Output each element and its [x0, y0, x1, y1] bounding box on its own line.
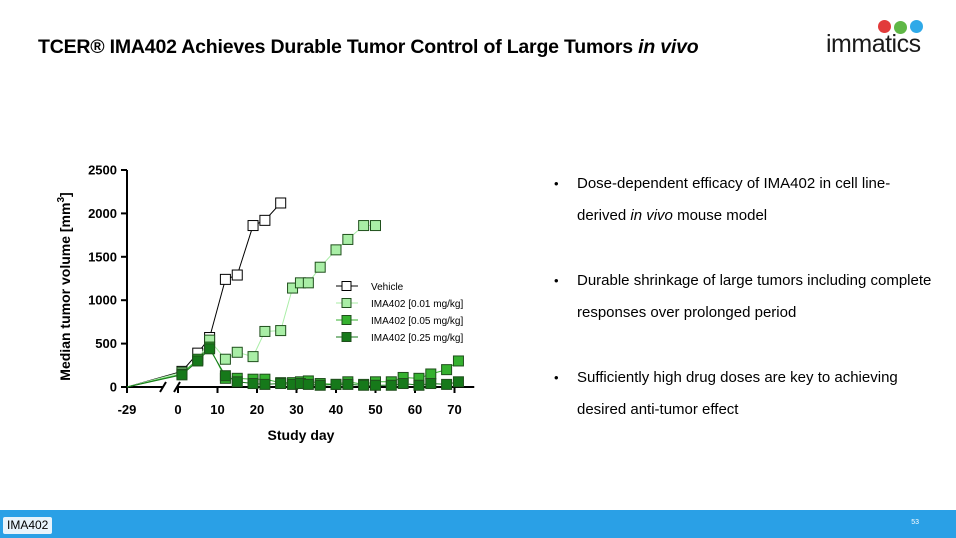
immatics-logo: immatics — [826, 16, 930, 60]
series-3-point-7 — [259, 378, 271, 390]
series-1-point-14 — [342, 233, 354, 245]
y-tick-label-1500: 1500 — [88, 249, 117, 264]
x-tick-label-20: 20 — [250, 402, 264, 417]
series-1-point-8 — [275, 325, 287, 337]
series-3-point-8 — [275, 378, 287, 390]
x-tick-label-40: 40 — [329, 402, 343, 417]
legend-label-2: IMA402 [0.05 mg/kg] — [371, 316, 463, 327]
footer-tag: IMA402 — [3, 517, 53, 534]
x-tick-label--29: -29 — [118, 402, 137, 417]
legend-label-0: Vehicle — [371, 282, 404, 293]
logo-red-dot-icon — [878, 20, 891, 33]
series-0-point-4 — [219, 273, 231, 285]
series-3-point-1 — [176, 369, 188, 381]
legend-label-1: IMA402 [0.01 mg/kg] — [371, 299, 463, 310]
series-3-point-6 — [247, 378, 259, 390]
x-tick-label-10: 10 — [210, 402, 224, 417]
series-0-point-6 — [247, 220, 259, 232]
series-3-point-18 — [397, 378, 409, 390]
series-3-point-20 — [425, 378, 437, 390]
series-3-point-3 — [204, 343, 216, 355]
y-axis-label-close: ] — [57, 192, 73, 197]
series-1-point-15 — [358, 220, 370, 232]
page-number: 53 — [911, 519, 919, 526]
series-3-point-11 — [302, 378, 314, 390]
x-tick-label-70: 70 — [447, 402, 461, 417]
x-tick-label-50: 50 — [368, 402, 382, 417]
series-3-point-5 — [231, 376, 243, 388]
series-1-point-16 — [370, 220, 381, 232]
y-tick-label-0: 0 — [110, 380, 117, 395]
x-tick-label-0: 0 — [174, 402, 181, 417]
series-1-point-6 — [247, 351, 259, 363]
series-1-point-11 — [302, 277, 314, 289]
series-3-point-12 — [314, 379, 326, 391]
y-tick-label-2000: 2000 — [88, 206, 117, 221]
series-1-point-5 — [231, 346, 243, 358]
series-3-point-16 — [370, 379, 381, 391]
slide-title: TCER® IMA402 Achieves Durable Tumor Cont… — [38, 36, 699, 58]
x-axis-label: Study day — [268, 427, 335, 443]
legend-swatch-0 — [341, 281, 352, 291]
legend-label-3: IMA402 [0.25 mg/kg] — [371, 333, 463, 344]
logo-wordmark: immatics — [826, 30, 921, 58]
series-0-point-7 — [259, 214, 271, 226]
bullet-item-efficacy: Dose-dependent efficacy of IMA402 in cel… — [554, 168, 934, 232]
bullet-item-shrinkage: Durable shrinkage of large tumors includ… — [554, 265, 934, 329]
x-axis-break-mark-left — [159, 381, 167, 393]
legend-swatch-2 — [341, 315, 352, 325]
series-2-point-22 — [452, 355, 464, 367]
series-3-point-21 — [441, 378, 453, 390]
series-3-point-19 — [413, 379, 425, 391]
legend-swatch-3 — [341, 332, 352, 342]
series-2-point-20 — [425, 368, 437, 380]
y-axis-label: Median tumor volume [mm3] — [56, 192, 73, 380]
logo-blue-dot-icon — [910, 20, 923, 33]
x-tick-label-60: 60 — [408, 402, 422, 417]
series-3-point-4 — [219, 370, 231, 382]
series-3-point-17 — [385, 379, 397, 391]
y-tick-label-1000: 1000 — [88, 293, 117, 308]
footer-bar: IMA402 53 — [0, 510, 956, 538]
series-1-point-12 — [314, 261, 326, 273]
bullet-item-dose: Sufficiently high drug doses are key to … — [554, 362, 934, 426]
logo-green-dot-icon — [894, 21, 907, 34]
series-3-point-15 — [358, 379, 370, 391]
series-1-point-13 — [330, 244, 342, 256]
series-0-point-8 — [275, 197, 287, 209]
series-1-point-7 — [259, 325, 271, 337]
bullet-list: Dose-dependent efficacy of IMA402 in cel… — [554, 168, 934, 459]
y-tick-label-2500: 2500 — [88, 163, 117, 178]
series-2-point-21 — [441, 364, 453, 376]
series-3-point-14 — [342, 378, 354, 390]
legend-swatch-1 — [341, 298, 352, 308]
x-tick-label-30: 30 — [289, 402, 303, 417]
series-3-point-2 — [192, 355, 204, 367]
series-1-point-4 — [219, 353, 231, 365]
series-3-point-22 — [452, 376, 464, 388]
series-3-point-13 — [330, 378, 342, 390]
y-axis-label-superscript: 3 — [56, 197, 67, 203]
y-tick-label-500: 500 — [95, 336, 117, 351]
series-0-point-5 — [231, 269, 243, 281]
